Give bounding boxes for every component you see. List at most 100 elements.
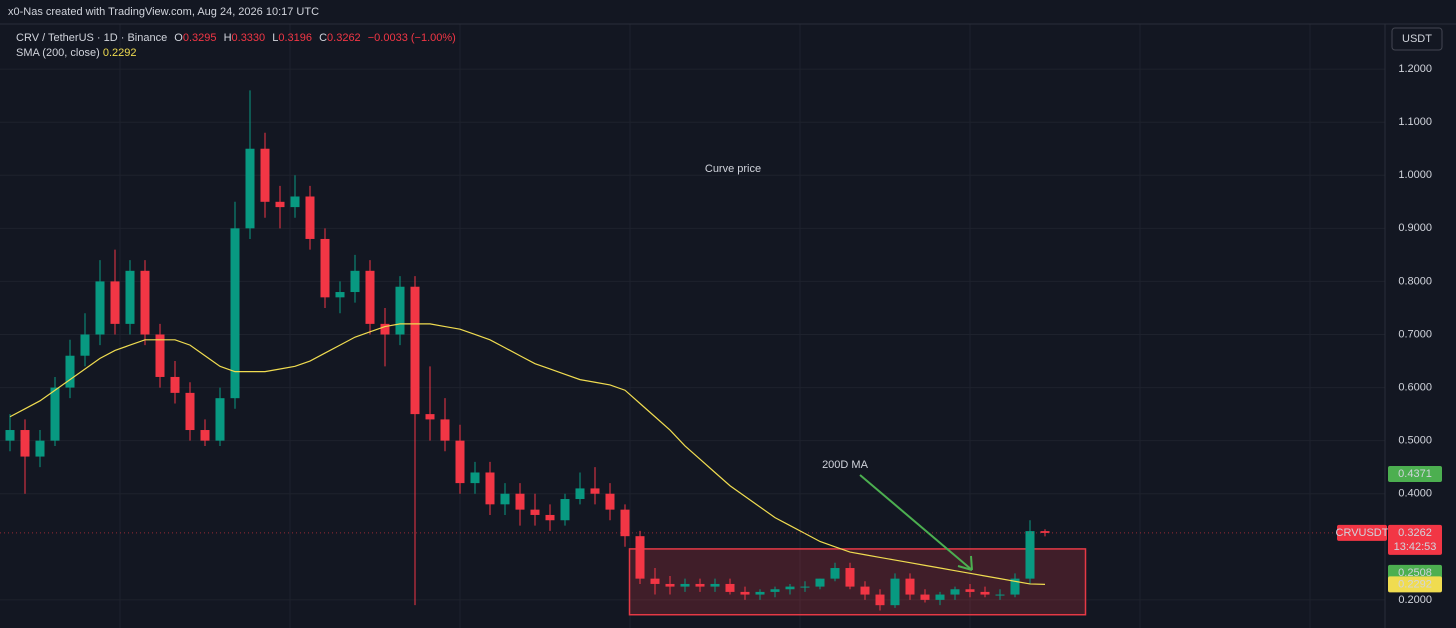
candle-body: [110, 281, 120, 324]
legend-letter: O: [174, 32, 183, 44]
legend-value: 0.3262: [327, 32, 361, 44]
y-tick-label: 0.8000: [1398, 275, 1432, 287]
candle-body: [320, 238, 330, 298]
candle-body: [5, 430, 15, 441]
candle-body: [185, 392, 195, 431]
legend-value: 0.3295: [183, 32, 217, 44]
candle-body: [230, 228, 240, 399]
candle-body: [995, 594, 1005, 596]
candle-body: [800, 586, 810, 588]
candle-body: [965, 589, 975, 592]
price-tag: [1388, 466, 1442, 483]
annotation-arrow: [859, 474, 973, 571]
candle-body: [1010, 578, 1020, 595]
candle-body: [575, 488, 585, 500]
candle-body: [50, 387, 60, 441]
y-tick-label: 1.2000: [1398, 63, 1432, 75]
candle-body: [695, 583, 705, 587]
legend-ohlc: CRV / TetherUS · 1D · Binance O0.3295 H0…: [16, 32, 456, 44]
candle-body: [455, 440, 465, 484]
symbol: CRV / TetherUS · 1D · Binance: [16, 32, 167, 44]
candle-body: [950, 589, 960, 595]
candle-body: [545, 514, 555, 521]
y-tick-label: 1.0000: [1398, 169, 1432, 181]
candle-body: [755, 591, 765, 595]
candle-body: [875, 594, 885, 606]
candle-body: [305, 196, 315, 239]
candle-body: [35, 440, 45, 457]
candle-body: [290, 196, 300, 208]
candle-body: [80, 334, 90, 356]
candle-body: [500, 493, 510, 505]
y-tick-label: 0.6000: [1398, 381, 1432, 393]
candle-body: [815, 578, 825, 587]
arrow-shaft: [859, 474, 973, 571]
candle-body: [725, 583, 735, 592]
candle-body: [635, 536, 645, 579]
price-tag-label: 0.4371: [1398, 468, 1432, 480]
candle-body: [215, 398, 225, 441]
candle-body: [395, 286, 405, 335]
sma-tag-label: 0.2292: [1398, 578, 1432, 590]
candle-body: [890, 578, 900, 606]
candle-body: [125, 270, 135, 324]
candle-body: [665, 583, 675, 587]
candle-body: [20, 430, 30, 457]
price-tag-label: 0.3262: [1398, 527, 1432, 539]
candle-body: [65, 355, 75, 388]
candle-body: [170, 376, 180, 393]
candle-body: [365, 270, 375, 324]
sma-name: SMA (200, close): [16, 47, 100, 59]
candle-body: [590, 488, 600, 494]
candle-body: [860, 586, 870, 595]
symbol-tag: [1337, 524, 1387, 541]
legend-letter: H: [224, 32, 232, 44]
candle-body: [440, 419, 450, 441]
legend-letter: C: [319, 32, 327, 44]
candle-body: [650, 578, 660, 584]
annotation: 200D MA: [822, 459, 869, 471]
candle-body: [140, 270, 150, 335]
candle-body: [1025, 531, 1035, 579]
countdown-label: 13:42:53: [1394, 541, 1437, 553]
y-tick-label: 0.4000: [1398, 488, 1432, 500]
price-tag-label: 0.2508: [1398, 567, 1432, 579]
candle-body: [680, 583, 690, 587]
credit: x0-Nas created with TradingView.com, Aug…: [8, 6, 319, 18]
y-tick-label: 0.5000: [1398, 435, 1432, 447]
candle-body: [410, 286, 420, 415]
legend-value: 0.3196: [278, 32, 312, 44]
top-bar: [0, 0, 1456, 24]
candle-body: [770, 589, 780, 592]
candle-body: [740, 591, 750, 595]
candle-body: [95, 281, 105, 335]
candle-body: [620, 509, 630, 537]
highlight-box: [628, 548, 1087, 616]
candle-body: [830, 568, 840, 579]
candle-body: [275, 201, 285, 208]
legend-value: 0.3330: [232, 32, 266, 44]
annotation: Curve price: [705, 163, 761, 175]
candle-body: [245, 148, 255, 229]
candle-body: [380, 323, 390, 335]
candle-body: [335, 292, 345, 298]
y-tick-label: 0.2000: [1398, 594, 1432, 606]
candle-body: [980, 591, 990, 595]
y-tick-label: 0.9000: [1398, 222, 1432, 234]
legend-letter: L: [272, 32, 278, 44]
candle-body: [905, 578, 915, 595]
symbol-tag-label: CRVUSDT: [1336, 527, 1389, 539]
plot: [0, 90, 1385, 616]
sma-line: [9, 323, 1046, 585]
candle-body: [560, 499, 570, 521]
candle-body: [1040, 531, 1050, 533]
currency-button-label[interactable]: USDT: [1402, 33, 1432, 45]
currency-button[interactable]: [1391, 27, 1443, 51]
legend-change-pct: (−1.00%): [411, 32, 456, 44]
candle-body: [530, 509, 540, 515]
candle-body: [785, 586, 795, 590]
sma-value: 0.2292: [103, 47, 137, 59]
